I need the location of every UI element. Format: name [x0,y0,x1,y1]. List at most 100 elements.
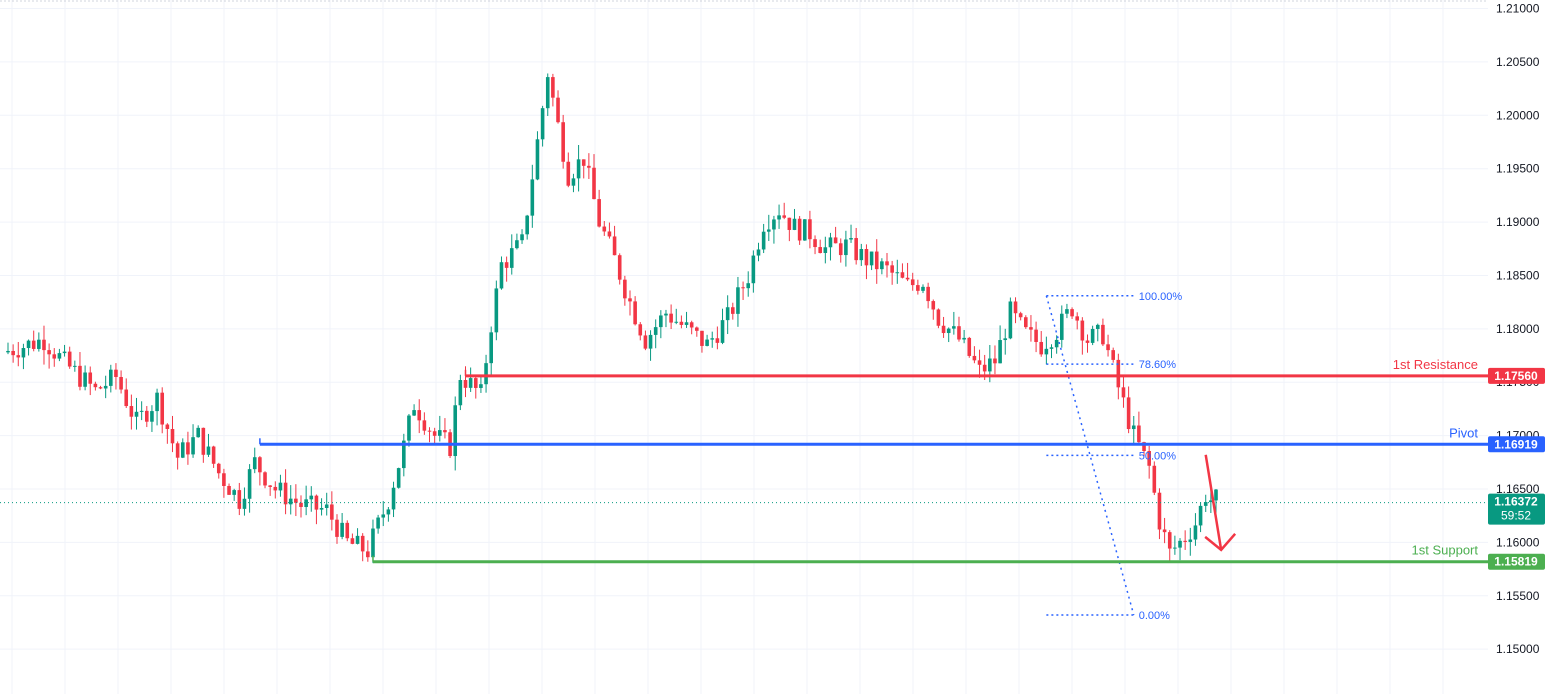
candle-body [335,519,339,537]
level-price-label: 1.15819 [1494,555,1538,569]
candle-body [129,406,134,417]
candle-body [1029,327,1033,330]
candle-body [57,353,62,359]
candle-body [134,411,139,417]
candle-body [998,340,1002,364]
candle-body [556,97,560,123]
candle-body [489,332,493,364]
candle-body [972,355,977,361]
candle-body [180,442,185,458]
candle-body [150,411,154,422]
candle-body [777,215,781,220]
candle-body [186,442,190,455]
candle-body [42,339,46,351]
candle-body [787,217,792,230]
candle-body [324,504,329,508]
axis-tick-label: 1.20000 [1496,108,1540,122]
candle-body [124,389,129,407]
candle-body [813,239,817,248]
candle-body [437,430,442,436]
candle-body [494,288,499,333]
candle-body [720,320,725,343]
candle-body [941,325,946,334]
candle-body [674,321,679,323]
candle-body [1070,309,1074,317]
candle-body [761,231,766,250]
candle-body [648,334,653,349]
candle-body [715,338,720,343]
candle-body [1039,341,1044,355]
current-price-label: 1.16372 [1494,495,1538,509]
candle-body [551,77,555,98]
candle-body [258,457,262,473]
candle-body [1209,500,1213,503]
candle-body [144,410,149,422]
candle-body [458,380,463,406]
bar-countdown-label: 59:52 [1501,509,1531,523]
candle-body [201,427,206,455]
candle-body [921,286,925,291]
candle-body [88,372,93,384]
candle-body [402,440,406,469]
candle-body [741,287,745,289]
candle-body [782,215,787,218]
candle-body [1106,344,1110,351]
fib-level-label: 78.60% [1139,359,1177,371]
candle-body [859,249,864,261]
candle-body [766,229,771,232]
candle-body [222,473,226,486]
axis-tick-label: 1.18500 [1496,268,1540,282]
candle-body [612,236,617,256]
candle-body [982,364,987,372]
fib-level-label: 100.00% [1139,291,1183,303]
candle-body [695,327,699,331]
candle-body [679,321,684,325]
candle-body [1183,540,1187,542]
candle-body [1095,324,1100,329]
candle-body [114,369,118,377]
axis-tick-label: 1.18000 [1496,322,1540,336]
candle-body [581,159,586,166]
candle-body [1198,505,1203,526]
candle-body [1152,465,1157,493]
level-name: 1st Resistance [1393,357,1478,372]
candle-body [1059,313,1064,340]
candle-body [869,251,874,266]
candle-body [746,283,751,289]
candle-body [1162,529,1167,533]
candle-body [936,309,941,326]
candle-body [669,313,673,323]
level-price-badge [1488,367,1545,384]
candle-body [1013,301,1018,314]
candle-body [1054,339,1059,348]
candle-body [288,498,293,505]
candle-body [371,528,375,558]
candle-body [509,248,514,268]
candle-body [16,355,21,358]
candle-body [725,307,730,321]
candle-body [1188,539,1193,542]
candle-body [1178,540,1182,548]
candle-body [319,507,324,510]
candle-body [330,504,334,520]
candle-body [1173,547,1177,549]
candle-body [1018,313,1023,318]
candle-body [1075,316,1080,321]
candle-body [252,457,257,470]
candle-body [617,255,622,280]
candle-body [797,218,802,241]
candle-body [905,277,910,280]
candle-body [386,509,391,515]
candle-body [705,339,709,346]
axis-tick-label: 1.19000 [1496,215,1540,229]
candles [6,73,1218,564]
candle-body [710,338,715,340]
candle-body [736,287,740,314]
candle-body [530,179,535,216]
candle-body [597,199,601,227]
candle-body [890,265,894,273]
candle-body [900,272,905,278]
candle-body [47,350,51,355]
candle-body [109,369,113,386]
